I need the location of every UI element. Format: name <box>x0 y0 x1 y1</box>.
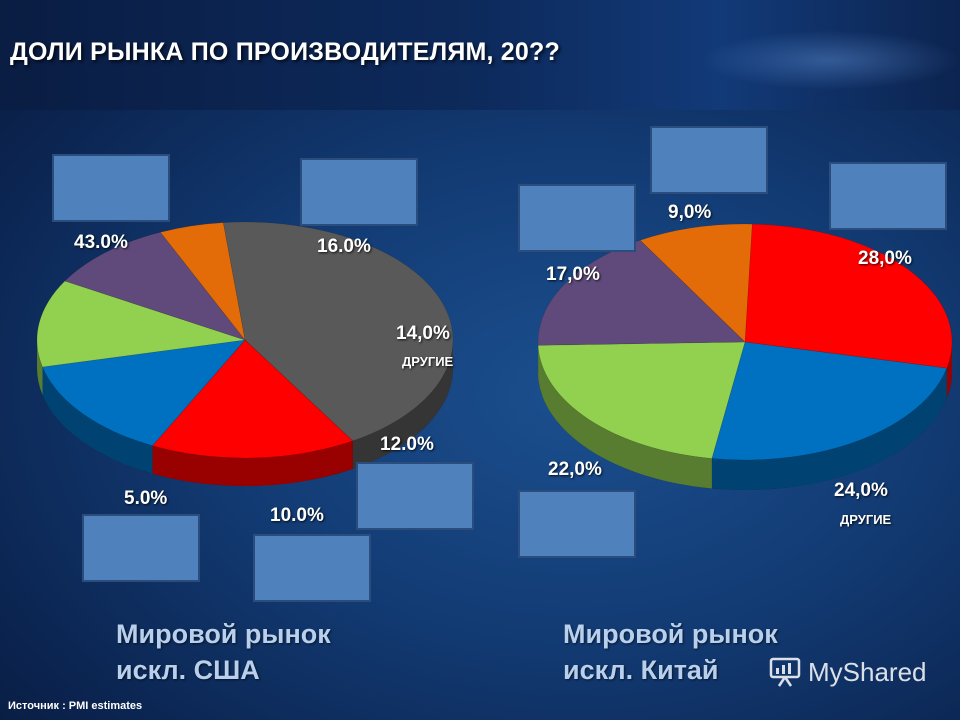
pie-b-label-4: 9,0% <box>668 202 712 223</box>
pie-a-label-3: 12.0% <box>380 434 434 455</box>
pie-a-slice-4 <box>64 231 246 341</box>
pie-a-slice-3 <box>36 280 246 368</box>
caption-chart-b: Мировой рынок искл. Китай <box>563 616 778 688</box>
pie-chart-world-excl-china <box>537 223 953 490</box>
pie-a-sublabel-2: ДРУГИЕ <box>402 354 454 369</box>
pie-b-slice-0 <box>744 223 953 369</box>
logo-placeholder <box>300 158 418 226</box>
pie-a-slice-1 <box>151 339 354 459</box>
pie-a-label-1: 16.0% <box>317 236 371 257</box>
logo-glow <box>700 30 960 90</box>
logo-placeholder <box>829 162 947 230</box>
logo-placeholder <box>518 490 636 558</box>
caption-chart-b-line1: Мировой рынок <box>563 619 778 649</box>
pie-a-label-0: 43.0% <box>74 232 128 253</box>
pie-b-label-1: 24,0% <box>834 480 888 501</box>
pie-a-slice-side-2 <box>42 366 153 474</box>
pie-a-slice-side-3 <box>37 340 43 395</box>
caption-chart-a: Мировой рынок искл. США <box>116 616 331 688</box>
pie-b-slice-side-0 <box>946 342 952 399</box>
logo-placeholder <box>356 462 474 530</box>
pie-b-slice-1 <box>711 341 948 461</box>
pie-b-slice-4 <box>639 223 753 343</box>
pie-b-label-0: 28,0% <box>858 248 912 269</box>
pie-b-slice-side-1 <box>711 368 947 490</box>
pie-b-sublabel-1: ДРУГИЕ <box>840 512 892 527</box>
pie-b-label-3: 17,0% <box>546 264 600 285</box>
title-band <box>0 0 960 110</box>
pie-a-label-5: 5.0% <box>124 488 168 509</box>
logo-placeholder <box>518 184 636 252</box>
pie-a-slice-0 <box>222 221 454 442</box>
presentation-icon <box>769 657 801 687</box>
logo-placeholder <box>82 514 200 582</box>
pie-a-slice-2 <box>42 339 246 447</box>
pie-a-label-4: 10.0% <box>270 505 324 526</box>
pie-a-slice-5 <box>159 222 246 341</box>
pie-a-label-2: 14,0% <box>396 323 450 344</box>
caption-chart-a-line1: Мировой рынок <box>116 619 331 649</box>
pie-b-slice-side-2 <box>538 345 712 489</box>
caption-chart-b-line2: искл. Китай <box>563 655 719 685</box>
pie-b-slice-2 <box>537 341 746 459</box>
pie-a-slice-side-0 <box>352 340 453 469</box>
caption-chart-a-line2: искл. США <box>116 655 260 685</box>
watermark-text: MyShared <box>808 656 927 687</box>
page-title: ДОЛИ РЫНКА ПО ПРОИЗВОДИТЕЛЯМ, 20?? <box>10 38 560 66</box>
pie-a-slice-side-1 <box>152 440 353 486</box>
watermark: MyShared <box>768 655 927 689</box>
logo-placeholder <box>650 126 768 194</box>
pie-b-label-2: 22,0% <box>548 459 602 480</box>
logo-placeholder <box>52 154 170 222</box>
pie-chart-world-excl-usa <box>36 221 454 486</box>
logo-placeholder <box>253 534 371 602</box>
source-note: Источник : PMI estimates <box>8 700 143 712</box>
